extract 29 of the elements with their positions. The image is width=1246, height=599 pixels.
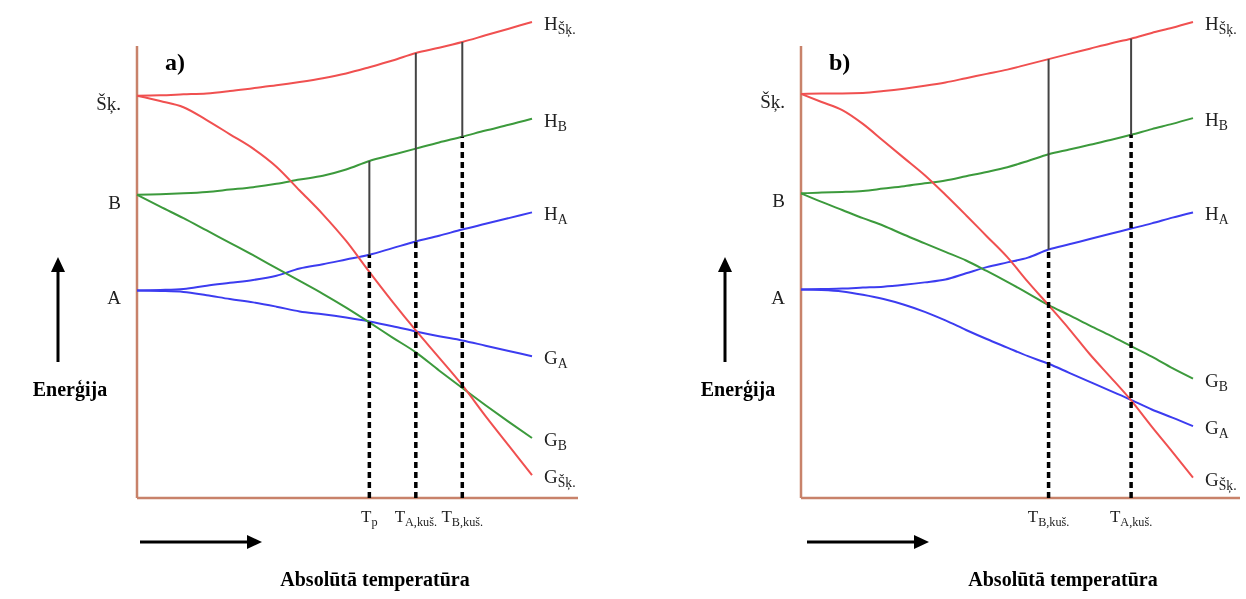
- x-tick-label: T$_{B,kuš.}$: [441, 507, 484, 529]
- series-label: H$_{Šķ.}$: [1205, 13, 1237, 39]
- x-tick-label: T$_{B,kuš.}$: [1027, 507, 1070, 529]
- series-label: H$_{A}$: [544, 203, 568, 228]
- text: B: [108, 191, 121, 213]
- text: b): [829, 49, 851, 75]
- text: A: [107, 287, 122, 309]
- text: A: [771, 286, 786, 308]
- series-label: G$_{A}$: [1205, 417, 1229, 442]
- series-label: G$_{A}$: [544, 347, 568, 372]
- x-axis-title: Absolūtā temperatūra: [280, 568, 470, 591]
- x-tick-label: T$_{p}$: [361, 507, 378, 529]
- series-label: G$_{B}$: [544, 429, 567, 454]
- series-label: H$_{A}$: [1205, 203, 1229, 228]
- series-label: G$_{B}$: [1205, 369, 1228, 394]
- text: a): [165, 49, 185, 75]
- text: B: [772, 190, 785, 212]
- series-label: H$_{B}$: [1205, 109, 1228, 134]
- series-label: H$_{Šķ.}$: [544, 13, 576, 39]
- y-axis-title: Enerģija: [700, 378, 776, 401]
- series-label: G$_{Šķ.}$: [544, 466, 576, 492]
- series-label: H$_{B}$: [544, 109, 567, 134]
- x-tick-label: T$_{A,kuš.}$: [394, 507, 437, 529]
- x-tick-label: T$_{A,kuš.}$: [1109, 507, 1153, 529]
- y-axis-title: Enerģija: [32, 378, 108, 401]
- x-axis-title: Absolūtā temperatūra: [968, 568, 1158, 591]
- text: Šķ.: [760, 90, 785, 112]
- text: Šķ.: [96, 92, 121, 114]
- series-label: G$_{Šķ.}$: [1205, 468, 1237, 494]
